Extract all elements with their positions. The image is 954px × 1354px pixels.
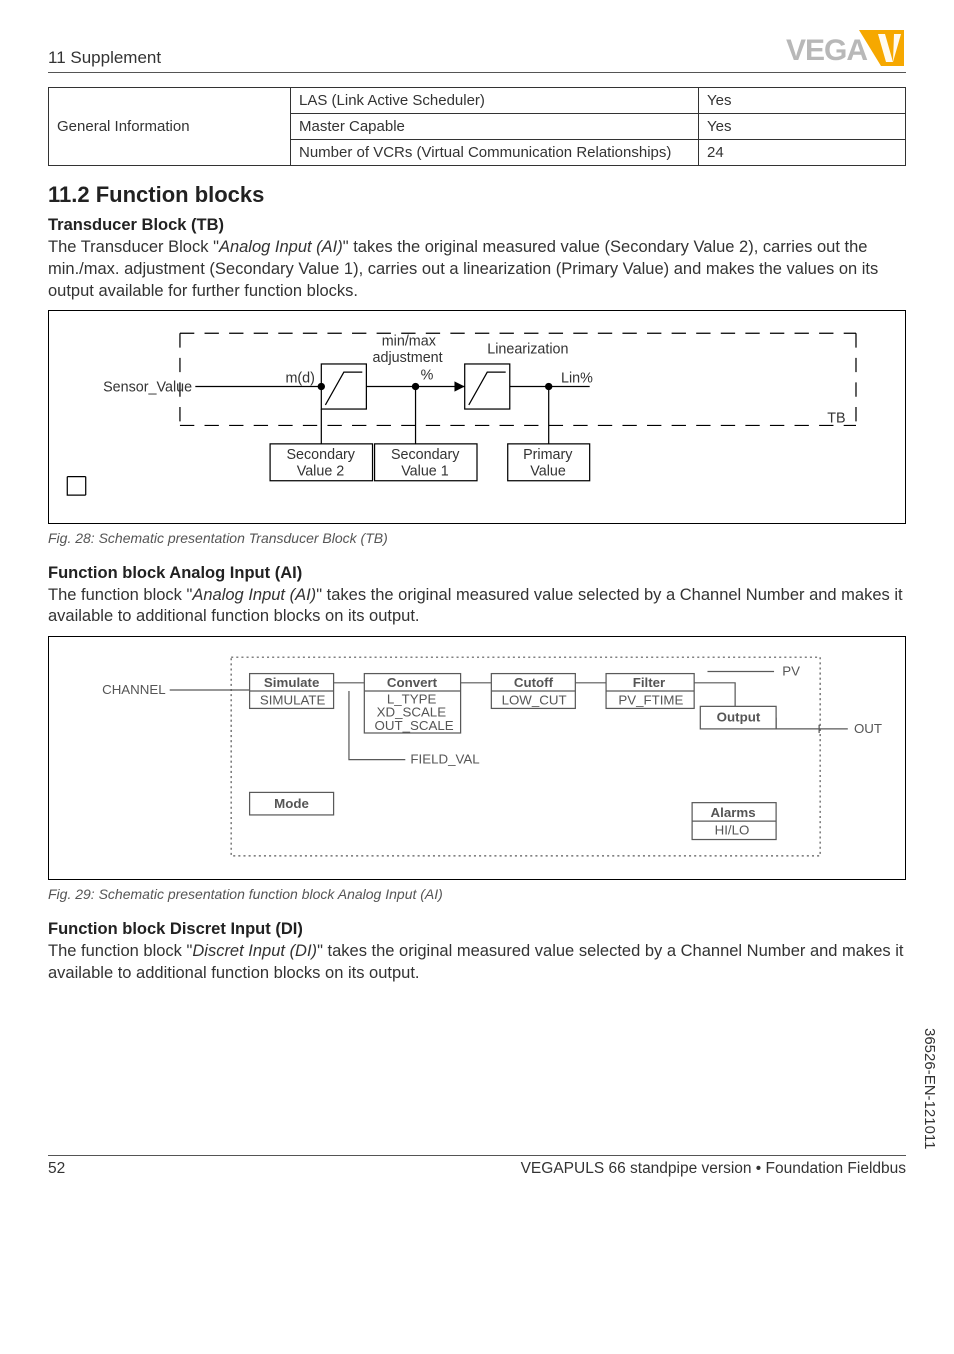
svg-text:PV: PV	[782, 664, 800, 679]
table-cell: 24	[699, 140, 906, 166]
general-info-table: General Information LAS (Link Active Sch…	[48, 87, 906, 166]
svg-text:PV_FTIME: PV_FTIME	[618, 693, 683, 708]
svg-text:min/max: min/max	[382, 334, 437, 350]
svg-text:Filter: Filter	[633, 675, 666, 690]
svg-text:OUT_SCALE: OUT_SCALE	[375, 718, 454, 733]
svg-text:VEGA: VEGA	[786, 34, 867, 67]
svg-text:LOW_CUT: LOW_CUT	[502, 693, 567, 708]
di-heading: Function block Discret Input (DI)	[48, 920, 906, 939]
figure-tb: Sensor_Value m(d) min/max adjustment % L…	[48, 310, 906, 523]
svg-text:Linearization: Linearization	[487, 342, 568, 358]
svg-text:Alarms: Alarms	[711, 805, 756, 820]
svg-text:%: %	[421, 368, 434, 384]
svg-text:adjustment: adjustment	[373, 350, 443, 366]
svg-text:Simulate: Simulate	[264, 675, 319, 690]
svg-text:CHANNEL: CHANNEL	[102, 682, 166, 697]
svg-text:Primary: Primary	[523, 448, 573, 464]
figure-ai: CHANNEL Simulate SIMULATE Convert L_TYPE…	[48, 636, 906, 880]
svg-text:Value 2: Value 2	[297, 464, 345, 480]
svg-text:Mode: Mode	[274, 796, 309, 811]
svg-text:Cutoff: Cutoff	[514, 675, 554, 690]
page-footer: 52 VEGAPULS 66 standpipe version • Found…	[48, 1155, 906, 1178]
svg-text:Output: Output	[717, 710, 761, 725]
fig29-caption: Fig. 29: Schematic presentation function…	[48, 886, 906, 902]
svg-text:Secondary: Secondary	[286, 448, 355, 464]
page-header: 11 Supplement VEGA	[48, 28, 906, 73]
svg-text:HI/LO: HI/LO	[715, 823, 750, 838]
ai-diagram-svg: CHANNEL Simulate SIMULATE Convert L_TYPE…	[57, 649, 897, 864]
header-section-label: 11 Supplement	[48, 48, 161, 68]
svg-text:FIELD_VAL: FIELD_VAL	[410, 752, 479, 767]
fig28-caption: Fig. 28: Schematic presentation Transduc…	[48, 530, 906, 546]
table-cell: Master Capable	[291, 114, 699, 140]
svg-text:Lin%: Lin%	[561, 371, 593, 387]
table-cell: General Information	[49, 88, 291, 166]
ai-heading: Function block Analog Input (AI)	[48, 564, 906, 583]
tb-diagram-svg: Sensor_Value m(d) min/max adjustment % L…	[57, 323, 897, 507]
section-heading: 11.2 Function blocks	[48, 182, 906, 208]
svg-text:Value: Value	[530, 464, 566, 480]
table-cell: Yes	[699, 114, 906, 140]
svg-text:TB: TB	[827, 411, 845, 427]
svg-text:Value 1: Value 1	[401, 464, 449, 480]
footer-text: VEGAPULS 66 standpipe version • Foundati…	[521, 1160, 906, 1178]
svg-text:Convert: Convert	[387, 675, 438, 690]
svg-text:Sensor_Value: Sensor_Value	[103, 380, 192, 396]
svg-text:OUT: OUT	[854, 721, 882, 736]
ai-body: The function block "Analog Input (AI)" t…	[48, 585, 906, 629]
svg-text:SIMULATE: SIMULATE	[260, 693, 326, 708]
di-body: The function block "Discret Input (DI)" …	[48, 941, 906, 985]
doc-id-vertical: 36526-EN-121011	[921, 1028, 938, 1149]
tb-heading: Transducer Block (TB)	[48, 216, 906, 235]
svg-text:Secondary: Secondary	[391, 448, 460, 464]
page-number: 52	[48, 1160, 65, 1178]
table-cell: Yes	[699, 88, 906, 114]
table-cell: Number of VCRs (Virtual Communication Re…	[291, 140, 699, 166]
table-cell: LAS (Link Active Scheduler)	[291, 88, 699, 114]
tb-body: The Transducer Block "Analog Input (AI)"…	[48, 237, 906, 302]
svg-text:m(d): m(d)	[285, 371, 314, 387]
table-row: General Information LAS (Link Active Sch…	[49, 88, 906, 114]
vega-logo: VEGA	[786, 28, 906, 68]
